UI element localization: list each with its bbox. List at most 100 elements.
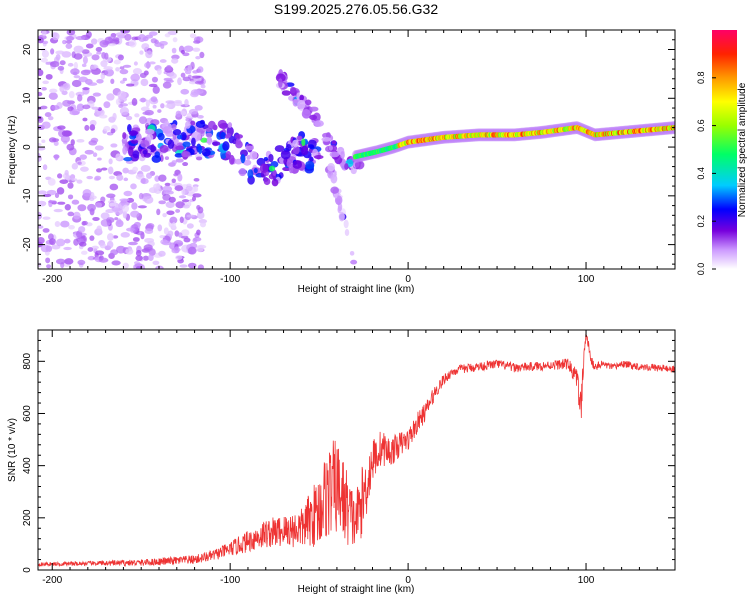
- noise-blob: [122, 262, 129, 269]
- trace-blob: [220, 131, 227, 140]
- trace-blob: [130, 139, 139, 144]
- noise-blob: [40, 57, 48, 63]
- noise-blob: [67, 62, 74, 67]
- noise-blob: [38, 200, 47, 207]
- noise-blob: [137, 34, 147, 42]
- noise-blob: [158, 174, 167, 182]
- noise-blob: [73, 45, 84, 54]
- noise-blob: [192, 237, 198, 244]
- noise-blob: [76, 138, 85, 143]
- noise-blob: [186, 214, 195, 218]
- trace-blob: [268, 165, 276, 172]
- noise-blob: [153, 183, 161, 190]
- noise-blob: [82, 189, 92, 197]
- noise-blob: [144, 62, 152, 69]
- noise-blob: [78, 226, 86, 233]
- noise-blob: [38, 236, 45, 244]
- trace-blob: [344, 229, 350, 237]
- noise-blob: [166, 64, 172, 71]
- noise-blob: [73, 61, 78, 70]
- trace-blob: [327, 163, 336, 172]
- noise-blob: [164, 33, 171, 38]
- noise-blob: [119, 198, 130, 202]
- y-tick-label: 800: [22, 353, 33, 370]
- noise-blob: [44, 112, 52, 118]
- colorbar-tick-label: 0.2: [696, 215, 706, 228]
- trace-blob: [122, 146, 128, 155]
- noise-blob: [162, 212, 167, 218]
- noise-blob: [109, 202, 117, 207]
- noise-blob: [119, 80, 125, 84]
- noise-blob: [41, 50, 49, 58]
- noise-blob: [196, 245, 204, 252]
- noise-blob: [108, 158, 113, 165]
- noise-blob: [152, 104, 157, 109]
- noise-blob: [110, 143, 118, 148]
- noise-blob: [168, 196, 176, 203]
- trace-blob: [338, 211, 345, 222]
- noise-blob: [67, 182, 74, 189]
- trace-blob: [292, 160, 302, 169]
- trace-blob: [174, 153, 184, 158]
- trace-blob: [289, 86, 297, 94]
- noise-blob: [64, 169, 69, 176]
- noise-blob: [47, 178, 56, 186]
- trace-blob: [282, 166, 291, 172]
- noise-blob: [75, 91, 85, 97]
- colorbar-tick-label: 0.6: [696, 119, 706, 132]
- noise-blob: [85, 43, 94, 49]
- noise-blob: [122, 64, 132, 68]
- noise-blob: [87, 255, 96, 261]
- noise-blob: [164, 156, 170, 161]
- noise-blob: [82, 220, 88, 226]
- noise-blob: [166, 210, 175, 216]
- trace-blob: [191, 137, 196, 147]
- noise-blob: [106, 217, 115, 224]
- noise-blob: [145, 172, 153, 179]
- noise-blob: [169, 216, 178, 224]
- noise-blob: [47, 116, 54, 121]
- noise-blob: [130, 73, 141, 82]
- noise-blob: [38, 190, 47, 195]
- noise-blob: [150, 96, 158, 103]
- noise-blob: [57, 65, 65, 71]
- noise-blob: [130, 210, 140, 218]
- trace-blob: [140, 139, 150, 148]
- trace-blob: [206, 135, 213, 145]
- noise-blob: [152, 85, 160, 94]
- noise-blob: [49, 238, 56, 246]
- trace-blob: [328, 145, 333, 151]
- trace-blob: [271, 178, 279, 187]
- noise-blob: [196, 229, 201, 236]
- noise-blob: [139, 72, 147, 79]
- noise-blob: [182, 76, 191, 82]
- noise-blob: [196, 204, 201, 210]
- noise-blob: [56, 187, 65, 195]
- trace-blob: [280, 150, 291, 160]
- noise-blob: [173, 246, 180, 254]
- trace-blob: [309, 156, 314, 162]
- trace-blob: [162, 126, 173, 134]
- noise-blob: [51, 105, 60, 111]
- noise-blob: [140, 165, 151, 172]
- noise-blob: [178, 195, 187, 199]
- trace-blob: [292, 98, 299, 107]
- noise-blob: [145, 50, 153, 59]
- noise-blob: [173, 173, 179, 177]
- noise-blob: [67, 194, 74, 200]
- trace-blob: [305, 160, 315, 170]
- noise-blob: [108, 175, 115, 180]
- noise-blob: [110, 78, 115, 85]
- trace-blob: [313, 155, 324, 160]
- trace-blob: [235, 138, 241, 146]
- noise-blob: [42, 80, 49, 85]
- noise-blob: [85, 31, 92, 39]
- trace-blob: [128, 146, 134, 157]
- noise-blob: [82, 56, 88, 65]
- noise-blob: [195, 156, 203, 161]
- noise-blob: [79, 241, 87, 247]
- noise-blob: [64, 204, 71, 211]
- noise-blob: [52, 138, 60, 142]
- x-tick-label: -200: [42, 274, 62, 285]
- noise-blob: [40, 244, 51, 253]
